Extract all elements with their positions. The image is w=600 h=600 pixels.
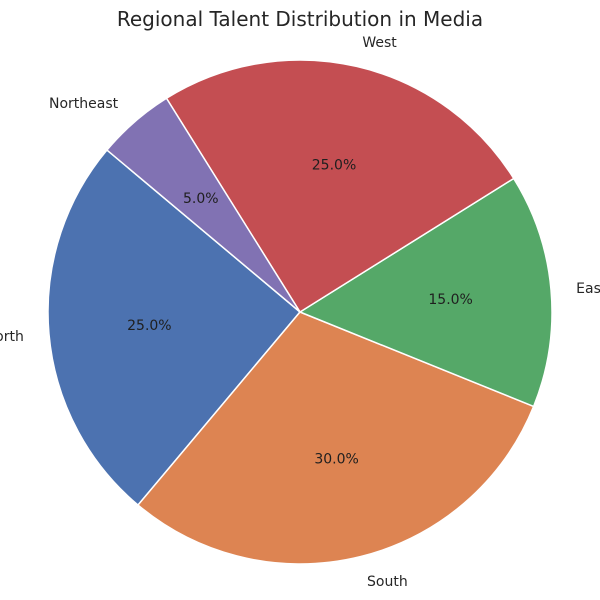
pie-slice-west [165, 59, 515, 314]
category-label-west: West [362, 35, 397, 51]
slices-layer [47, 59, 553, 565]
pie-slice-south [136, 311, 535, 565]
pie-slice-northeast [105, 97, 301, 313]
percent-label-west: 25.0% [312, 158, 356, 174]
category-label-east: East [576, 281, 600, 297]
category-label-south: South [367, 574, 408, 590]
pie-slice-east [298, 177, 553, 408]
percent-label-northeast: 5.0% [183, 191, 219, 207]
percent-label-south: 30.0% [314, 452, 358, 468]
labels-layer: 25.0% North 30.0% South 15.0% East 25.0% West 5.… [0, 35, 600, 590]
category-label-north: North [0, 329, 24, 345]
pie-slice-north [47, 148, 302, 507]
percent-label-north: 25.0% [127, 318, 171, 334]
percent-label-east: 15.0% [428, 292, 472, 308]
category-label-northeast: Northeast [49, 96, 119, 112]
chart-title: Regional Talent Distribution in Media [117, 7, 483, 31]
